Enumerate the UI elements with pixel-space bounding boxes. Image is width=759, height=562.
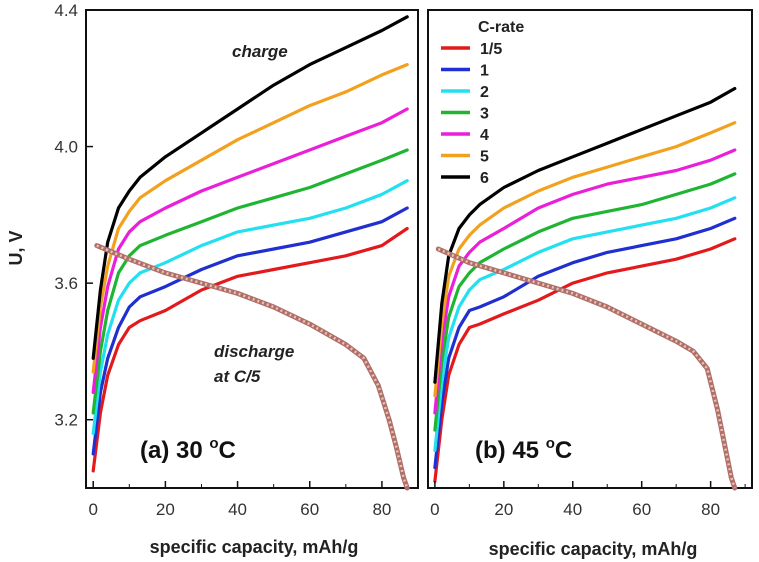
x-tick-label: 0 <box>430 500 439 519</box>
panel-b-xlabel: specific capacity, mAh/g <box>489 539 698 559</box>
panel-a-ticks: 0 20 40 60 80 3.2 3.6 4.0 4.4 <box>54 1 419 519</box>
series-line-6 <box>433 86 737 384</box>
series-line-1 <box>433 216 737 470</box>
series-line-discharge-at-c-5-pattern <box>96 244 409 489</box>
panel-b-label: (b) 45 oC <box>475 435 572 464</box>
x-tick-label: 40 <box>228 500 247 519</box>
series-line-1-5 <box>91 226 409 473</box>
annotation-charge: charge <box>232 42 288 61</box>
legend: C-rate 1/5 1 2 3 4 5 6 <box>441 19 524 187</box>
y-tick-label: 3.6 <box>54 274 78 293</box>
x-tick-label: 40 <box>563 500 582 519</box>
legend-entry-label: 4 <box>480 127 489 144</box>
panel-a-series <box>91 15 410 491</box>
y-tick-label: 4.4 <box>54 1 78 20</box>
legend-entry-label: 5 <box>480 149 489 166</box>
panel-a-label-sup: o <box>209 435 218 452</box>
legend-entry-label: 1/5 <box>480 41 502 58</box>
panel-a-frame <box>85 9 419 489</box>
legend-entry-label: 6 <box>480 170 489 187</box>
panel-b-label-sup: o <box>546 435 555 452</box>
panel-b-label-text: (b) 45 <box>475 437 546 464</box>
series-line-2 <box>433 196 737 452</box>
panel-b-label-unit: C <box>555 437 572 464</box>
y-tick-label: 4.0 <box>54 138 78 157</box>
panel-a-label: (a) 30 oC <box>140 435 236 464</box>
x-tick-label: 60 <box>300 500 319 519</box>
series-line-6 <box>91 15 409 360</box>
series-line-5 <box>91 62 409 374</box>
panel-a-xlabel: specific capacity, mAh/g <box>150 537 359 557</box>
x-tick-label: 80 <box>372 500 391 519</box>
series-line-1-5 <box>433 237 737 483</box>
series-line-discharge-at-c-5-pattern <box>437 247 736 489</box>
legend-entry-label: 1 <box>480 63 489 80</box>
panel-a: 0 20 40 60 80 3.2 3.6 4.0 4.4 charge discharge a… <box>6 1 419 557</box>
panel-b-ticks: 0 20 40 60 80 <box>430 481 746 519</box>
annotation-discharge: discharge <box>214 342 294 361</box>
series-line-3 <box>433 172 737 432</box>
series-line-4 <box>91 107 409 394</box>
series-line-3 <box>91 148 409 415</box>
series-line-5 <box>433 121 737 398</box>
y-axis-label: U, V <box>6 230 26 265</box>
x-tick-label: 20 <box>494 500 513 519</box>
x-tick-label: 20 <box>156 500 175 519</box>
legend-entry-label: 2 <box>480 84 489 101</box>
y-tick-label: 3.2 <box>54 411 78 430</box>
series-line-4 <box>433 148 737 415</box>
series-line-2 <box>91 179 409 435</box>
x-tick-label: 80 <box>701 500 720 519</box>
panel-b-frame <box>427 9 753 489</box>
panel-a-label-unit: C <box>219 437 236 464</box>
legend-title: C-rate <box>478 19 524 36</box>
panel-b: 0 20 40 60 80 C-rate 1/5 1 2 3 4 5 6 (b) 45 oC spe… <box>427 9 753 559</box>
panel-b-series <box>433 86 738 491</box>
annotation-at-c5: at C/5 <box>214 367 261 386</box>
legend-entry-label: 3 <box>480 106 489 123</box>
x-tick-label: 0 <box>88 500 97 519</box>
x-tick-label: 60 <box>632 500 651 519</box>
panel-a-label-text: (a) 30 <box>140 437 209 464</box>
